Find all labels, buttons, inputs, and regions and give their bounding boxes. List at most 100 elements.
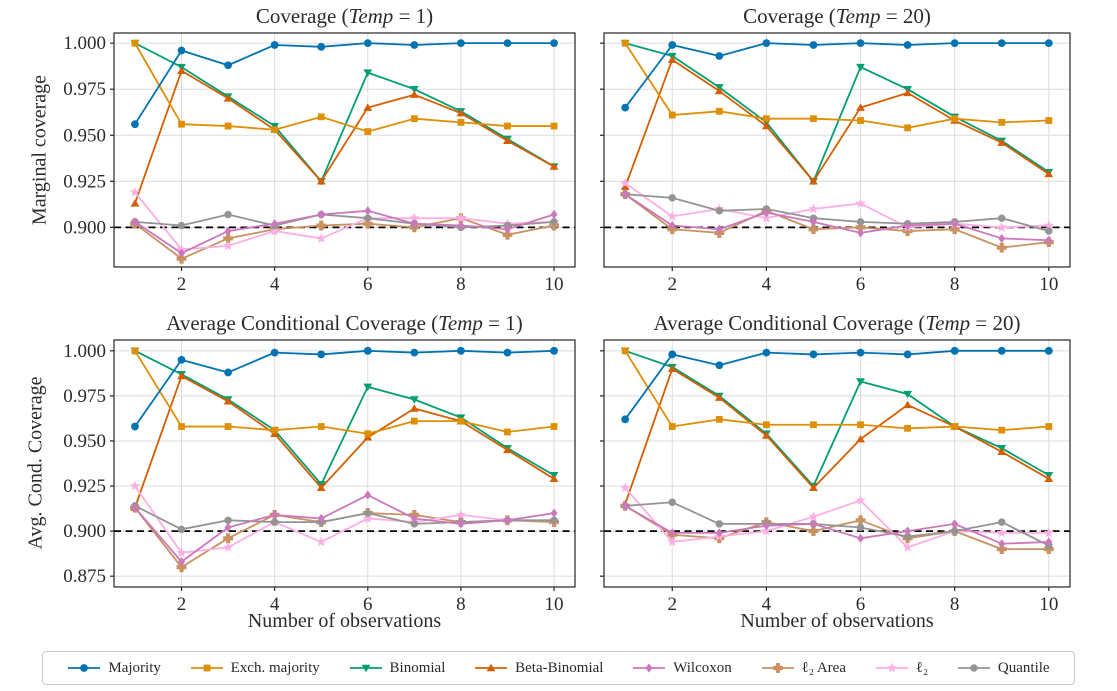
x-tick-label: 6	[363, 274, 373, 295]
series-lines	[129, 39, 560, 264]
y-tick-label: 1.000	[63, 33, 106, 54]
series-wilcoxon	[131, 490, 558, 567]
axes: 0.900 0.925 0.950 0.975 1.000 2 4 6 8 10	[63, 32, 576, 295]
legend-label-quantile: Quantile	[997, 659, 1050, 676]
plot-coverage-temp20: 2 4 6 8 10	[600, 32, 1071, 295]
y-axis-label-marginal-coverage: Marginal coverage	[28, 74, 51, 226]
legend-item-beta-binomial: Beta-Binomial	[474, 660, 603, 677]
series-binomial	[620, 347, 1054, 491]
y-tick-label: 0.900	[63, 217, 106, 238]
legend-label-majority: Majority	[108, 659, 161, 676]
series-exch-majority	[131, 39, 558, 135]
series-exch-majority	[621, 39, 1053, 132]
binomial-marker-icon	[349, 664, 382, 673]
x-tick-label: 10	[1039, 274, 1058, 295]
series-lines	[620, 39, 1054, 253]
legend-label-wilcoxon: Wilcoxon	[673, 659, 732, 676]
legend-label-exch-majority: Exch. majority	[230, 659, 320, 676]
legend-label-l2-area: ℓ₂ Area	[801, 659, 846, 676]
beta-binomial-marker-icon	[475, 663, 508, 672]
x-tick-label: 4	[762, 594, 772, 615]
y-tick-label: 0.950	[63, 125, 106, 146]
series-binomial	[620, 39, 1054, 186]
title-text: Average Conditional Coverage (	[653, 311, 926, 335]
title-math-text: Temp	[438, 311, 483, 335]
series-l2	[620, 177, 1054, 232]
x-tick-label: 2	[177, 274, 187, 295]
quantile-marker-icon	[957, 664, 990, 672]
series-wilcoxon	[621, 189, 1053, 245]
title-text: Coverage (	[255, 4, 349, 28]
axes: 0.875 0.900 0.925 0.950 0.975 1.000 2 4 6 8 10	[63, 339, 576, 615]
title-text: = 20)	[970, 311, 1021, 335]
title-text: = 1)	[393, 4, 434, 28]
legend-item-binomial: Binomial	[349, 659, 446, 677]
series-l2	[129, 480, 560, 558]
series-majority	[621, 39, 1053, 112]
y-tick-label: 0.875	[63, 566, 106, 587]
x-tick-label: 4	[270, 594, 280, 615]
legend-label-l2: ℓ₂	[915, 659, 929, 676]
title-text: Coverage (	[743, 4, 836, 28]
y-tick-label: 0.900	[63, 521, 106, 542]
series-beta-binomial	[620, 55, 1054, 191]
series-exch-majority	[621, 347, 1053, 434]
series-majority	[131, 39, 558, 129]
x-axis-label: Number of observations	[740, 610, 934, 632]
panel-title-avg-cond-temp1: Average Conditional Coverage (Temp = 1)	[114, 311, 575, 336]
x-tick-label: 4	[762, 274, 772, 295]
title-math-text: Temp	[348, 4, 394, 28]
x-tick-label: 8	[950, 594, 960, 615]
x-tick-label: 10	[1039, 594, 1058, 615]
x-tick-label: 6	[363, 594, 373, 615]
series-binomial	[130, 39, 559, 186]
legend: Majority Exch. majority Binomial Beta-Binom…	[42, 651, 1075, 685]
title-text: = 20)	[880, 4, 931, 28]
series-l2	[129, 186, 560, 254]
exch-majority-marker-icon	[190, 664, 223, 672]
x-tick-label: 2	[177, 594, 187, 615]
plot-avg-cond-temp1: 0.875 0.900 0.925 0.950 0.975 1.000 2 4 6 8 10	[63, 339, 576, 615]
y-tick-label: 0.950	[63, 431, 106, 452]
series-binomial	[130, 347, 559, 489]
y-tick-label: 0.975	[63, 386, 106, 407]
title-math-text: Temp	[835, 4, 881, 28]
legend-item-wilcoxon: Wilcoxon	[632, 660, 732, 677]
legend-label-beta-binomial: Beta-Binomial	[515, 659, 604, 676]
series-lines	[620, 346, 1054, 555]
x-tick-label: 2	[668, 594, 678, 615]
y-tick-label: 0.925	[63, 171, 106, 192]
series-majority	[621, 346, 1053, 424]
x-axis-label: Number of observations	[247, 610, 442, 632]
y-tick-label: 0.925	[63, 476, 106, 497]
series-quantile	[621, 498, 1053, 550]
x-tick-label: 8	[950, 274, 960, 295]
legend-item-quantile: Quantile	[957, 660, 1050, 677]
series-quantile	[131, 502, 558, 533]
x-tick-label: 10	[545, 594, 564, 615]
series-l2-area	[620, 189, 1054, 253]
series-l2	[620, 482, 1054, 552]
x-tick-label: 6	[856, 274, 866, 295]
title-text: Average Conditional Coverage (	[166, 311, 439, 335]
y-tick-label: 0.975	[63, 79, 106, 100]
majority-marker-icon	[68, 664, 101, 672]
plot-coverage-temp1: 0.900 0.925 0.950 0.975 1.000 2 4 6 8 10	[63, 32, 576, 295]
series-lines	[129, 346, 560, 573]
panel-title-coverage-temp20: Coverage (Temp = 20)	[604, 4, 1070, 29]
legend-label-binomial: Binomial	[389, 659, 446, 676]
panel-title-avg-cond-temp20: Average Conditional Coverage (Temp = 20)	[604, 311, 1070, 336]
series-l2-area	[130, 502, 559, 573]
x-tick-label: 10	[545, 274, 564, 295]
legend-item-majority: Majority	[67, 660, 161, 677]
x-tick-label: 2	[668, 274, 678, 295]
axes: 2 4 6 8 10	[600, 339, 1071, 615]
l2-area-marker-icon	[761, 663, 794, 673]
x-tick-label: 6	[856, 594, 866, 615]
y-axis-label-avg-cond-coverage: Avg. Cond. Coverage	[24, 376, 47, 550]
axes: 2 4 6 8 10	[600, 32, 1071, 295]
panel-title-coverage-temp1: Coverage (Temp = 1)	[114, 4, 575, 29]
series-exch-majority	[131, 347, 558, 438]
series-l2-area	[130, 213, 559, 264]
